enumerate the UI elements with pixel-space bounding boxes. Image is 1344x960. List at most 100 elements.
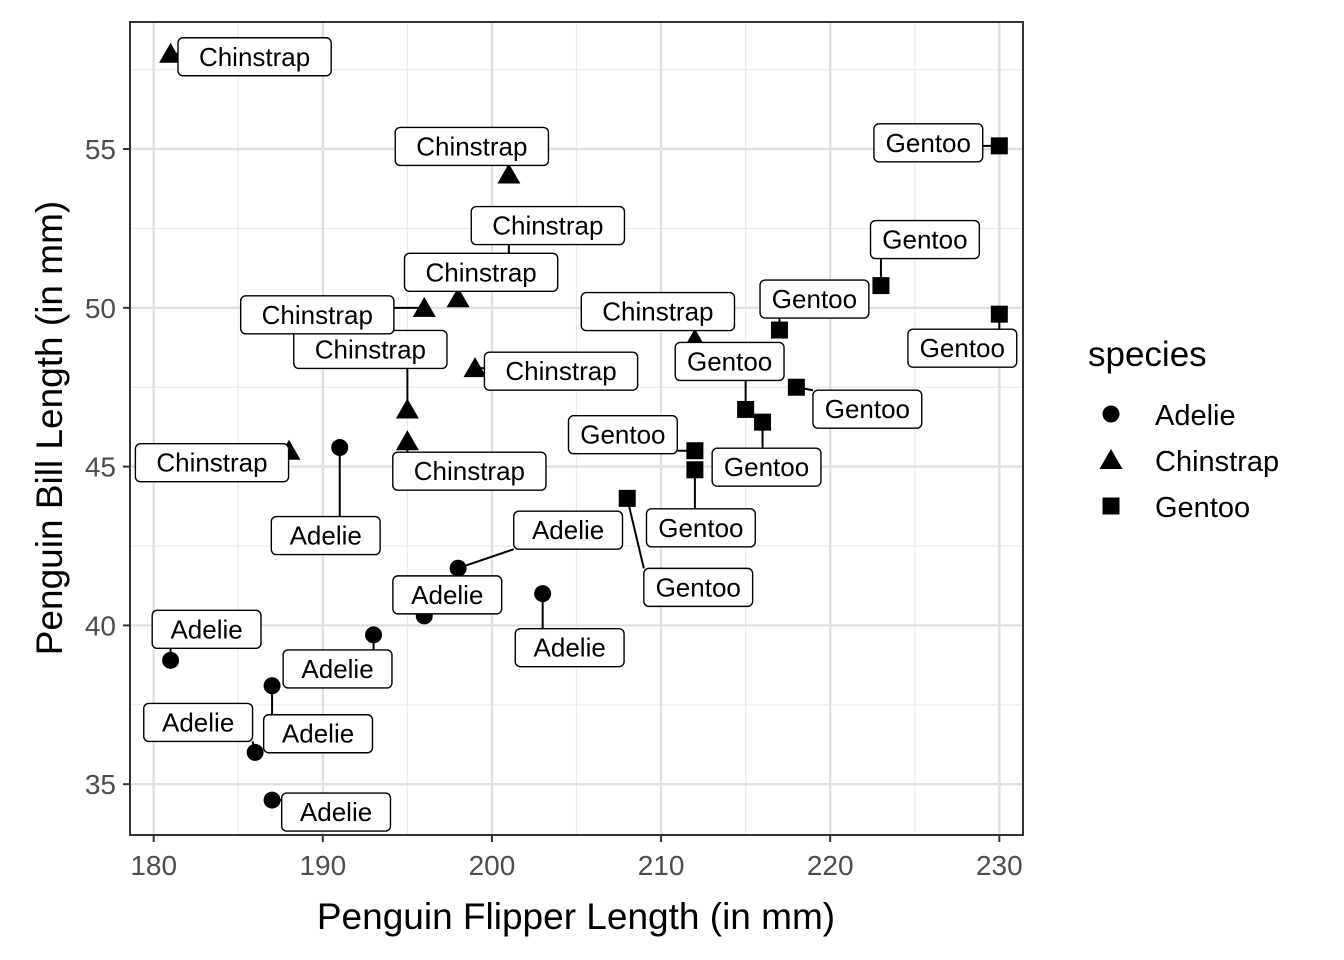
gentoo-point <box>686 461 704 479</box>
x-tick-label: 210 <box>638 850 685 881</box>
y-tick-label: 40 <box>85 610 116 641</box>
point-label: Adelie <box>270 515 381 556</box>
legend: species Adelie Chinstrap Gentoo <box>1088 335 1279 524</box>
label-box <box>270 515 381 556</box>
label-box <box>580 291 736 332</box>
gentoo-point <box>990 305 1008 323</box>
label-box <box>392 451 547 491</box>
label-text: Gentoo <box>886 128 971 158</box>
label-text: Gentoo <box>687 346 772 376</box>
adelie-point <box>534 585 552 603</box>
label-text: Gentoo <box>772 284 857 314</box>
gentoo-point <box>754 413 772 431</box>
gentoo-point <box>770 321 788 339</box>
point-label: Gentoo <box>567 415 678 455</box>
point-label: Gentoo <box>759 279 870 319</box>
gentoo-point <box>787 378 805 396</box>
point-label: Adelie <box>392 575 503 615</box>
label-text: Chinstrap <box>315 334 426 364</box>
adelie-point <box>331 439 349 457</box>
label-text: Chinstrap <box>425 257 536 287</box>
label-box <box>643 567 754 608</box>
point-label: Chinstrap <box>483 351 639 391</box>
point-label: Chinstrap <box>470 205 626 246</box>
chinstrap-point <box>395 398 419 419</box>
legend-label: Chinstrap <box>1155 446 1279 478</box>
point-label: Adelie <box>513 510 624 550</box>
label-box <box>394 126 550 167</box>
y-axis-ticks: 35 40 45 50 55 <box>85 134 130 800</box>
label-box <box>812 389 923 429</box>
label-box <box>239 295 395 335</box>
label-box <box>514 627 625 668</box>
x-tick-label: 220 <box>807 850 854 881</box>
label-box <box>873 123 984 163</box>
adelie-point <box>449 559 467 577</box>
point-label: Adelie <box>151 609 262 650</box>
label-text: Adelie <box>282 719 354 749</box>
label-box <box>134 443 290 483</box>
point-label: Gentoo <box>812 389 923 429</box>
point-label: Adelie <box>262 714 374 754</box>
label-box <box>759 279 870 319</box>
label-box <box>513 510 624 550</box>
label-text: Gentoo <box>656 572 741 602</box>
label-box <box>645 508 756 548</box>
leader-line <box>457 548 515 570</box>
legend-item-adelie: Adelie <box>1102 400 1236 432</box>
label-text: Gentoo <box>825 394 910 424</box>
label-text: Chinstrap <box>262 300 373 330</box>
label-box <box>483 351 639 391</box>
leader-line <box>626 498 645 569</box>
legend-item-gentoo: Gentoo <box>1102 492 1250 524</box>
point-label: Gentoo <box>873 123 984 163</box>
label-text: Chinstrap <box>602 297 713 327</box>
gentoo-point <box>686 442 704 460</box>
point-label: Chinstrap <box>403 252 559 292</box>
label-box <box>392 575 503 615</box>
gentoo-legend-key <box>1102 497 1120 515</box>
point-label: Gentoo <box>674 341 785 382</box>
adelie-point <box>263 791 281 809</box>
label-text: Chinstrap <box>199 42 310 72</box>
label-text: Adelie <box>301 654 373 684</box>
label-text: Gentoo <box>724 452 809 482</box>
point-label: Chinstrap <box>580 291 736 332</box>
label-text: Chinstrap <box>156 448 267 478</box>
label-box <box>470 205 626 246</box>
point-label: Gentoo <box>869 219 981 260</box>
chinstrap-point <box>159 42 183 63</box>
label-text: Adelie <box>290 521 362 551</box>
adelie-point <box>365 626 383 644</box>
point-label: Chinstrap <box>177 37 332 77</box>
legend-label: Gentoo <box>1155 492 1250 524</box>
label-text: Adelie <box>411 580 483 610</box>
gentoo-point <box>990 137 1008 155</box>
label-box <box>282 649 393 689</box>
gentoo-point <box>618 489 636 507</box>
plot-border <box>129 21 1024 836</box>
label-text: Chinstrap <box>505 356 616 386</box>
point-label: Chinstrap <box>134 443 290 483</box>
label-text: Adelie <box>300 797 372 827</box>
adelie-point <box>263 677 281 695</box>
label-box <box>177 37 332 77</box>
label-box <box>711 447 822 487</box>
label-box <box>907 328 1018 368</box>
y-tick-label: 55 <box>85 134 116 165</box>
x-axis-title: Penguin Flipper Length (in mm) <box>317 896 835 937</box>
adelie-point <box>246 743 264 761</box>
label-text: Adelie <box>534 633 606 663</box>
x-tick-label: 230 <box>976 850 1023 881</box>
point-label: Gentoo <box>643 567 754 608</box>
gentoo-point <box>872 277 890 295</box>
point-label: Adelie <box>282 649 393 689</box>
adelie-legend-key <box>1102 405 1120 423</box>
y-tick-label: 50 <box>85 293 116 324</box>
chinstrap-point <box>446 287 470 308</box>
point-label: Gentoo <box>711 447 822 487</box>
label-box <box>151 609 262 650</box>
label-box <box>674 341 785 382</box>
point-label: Gentoo <box>907 328 1018 368</box>
